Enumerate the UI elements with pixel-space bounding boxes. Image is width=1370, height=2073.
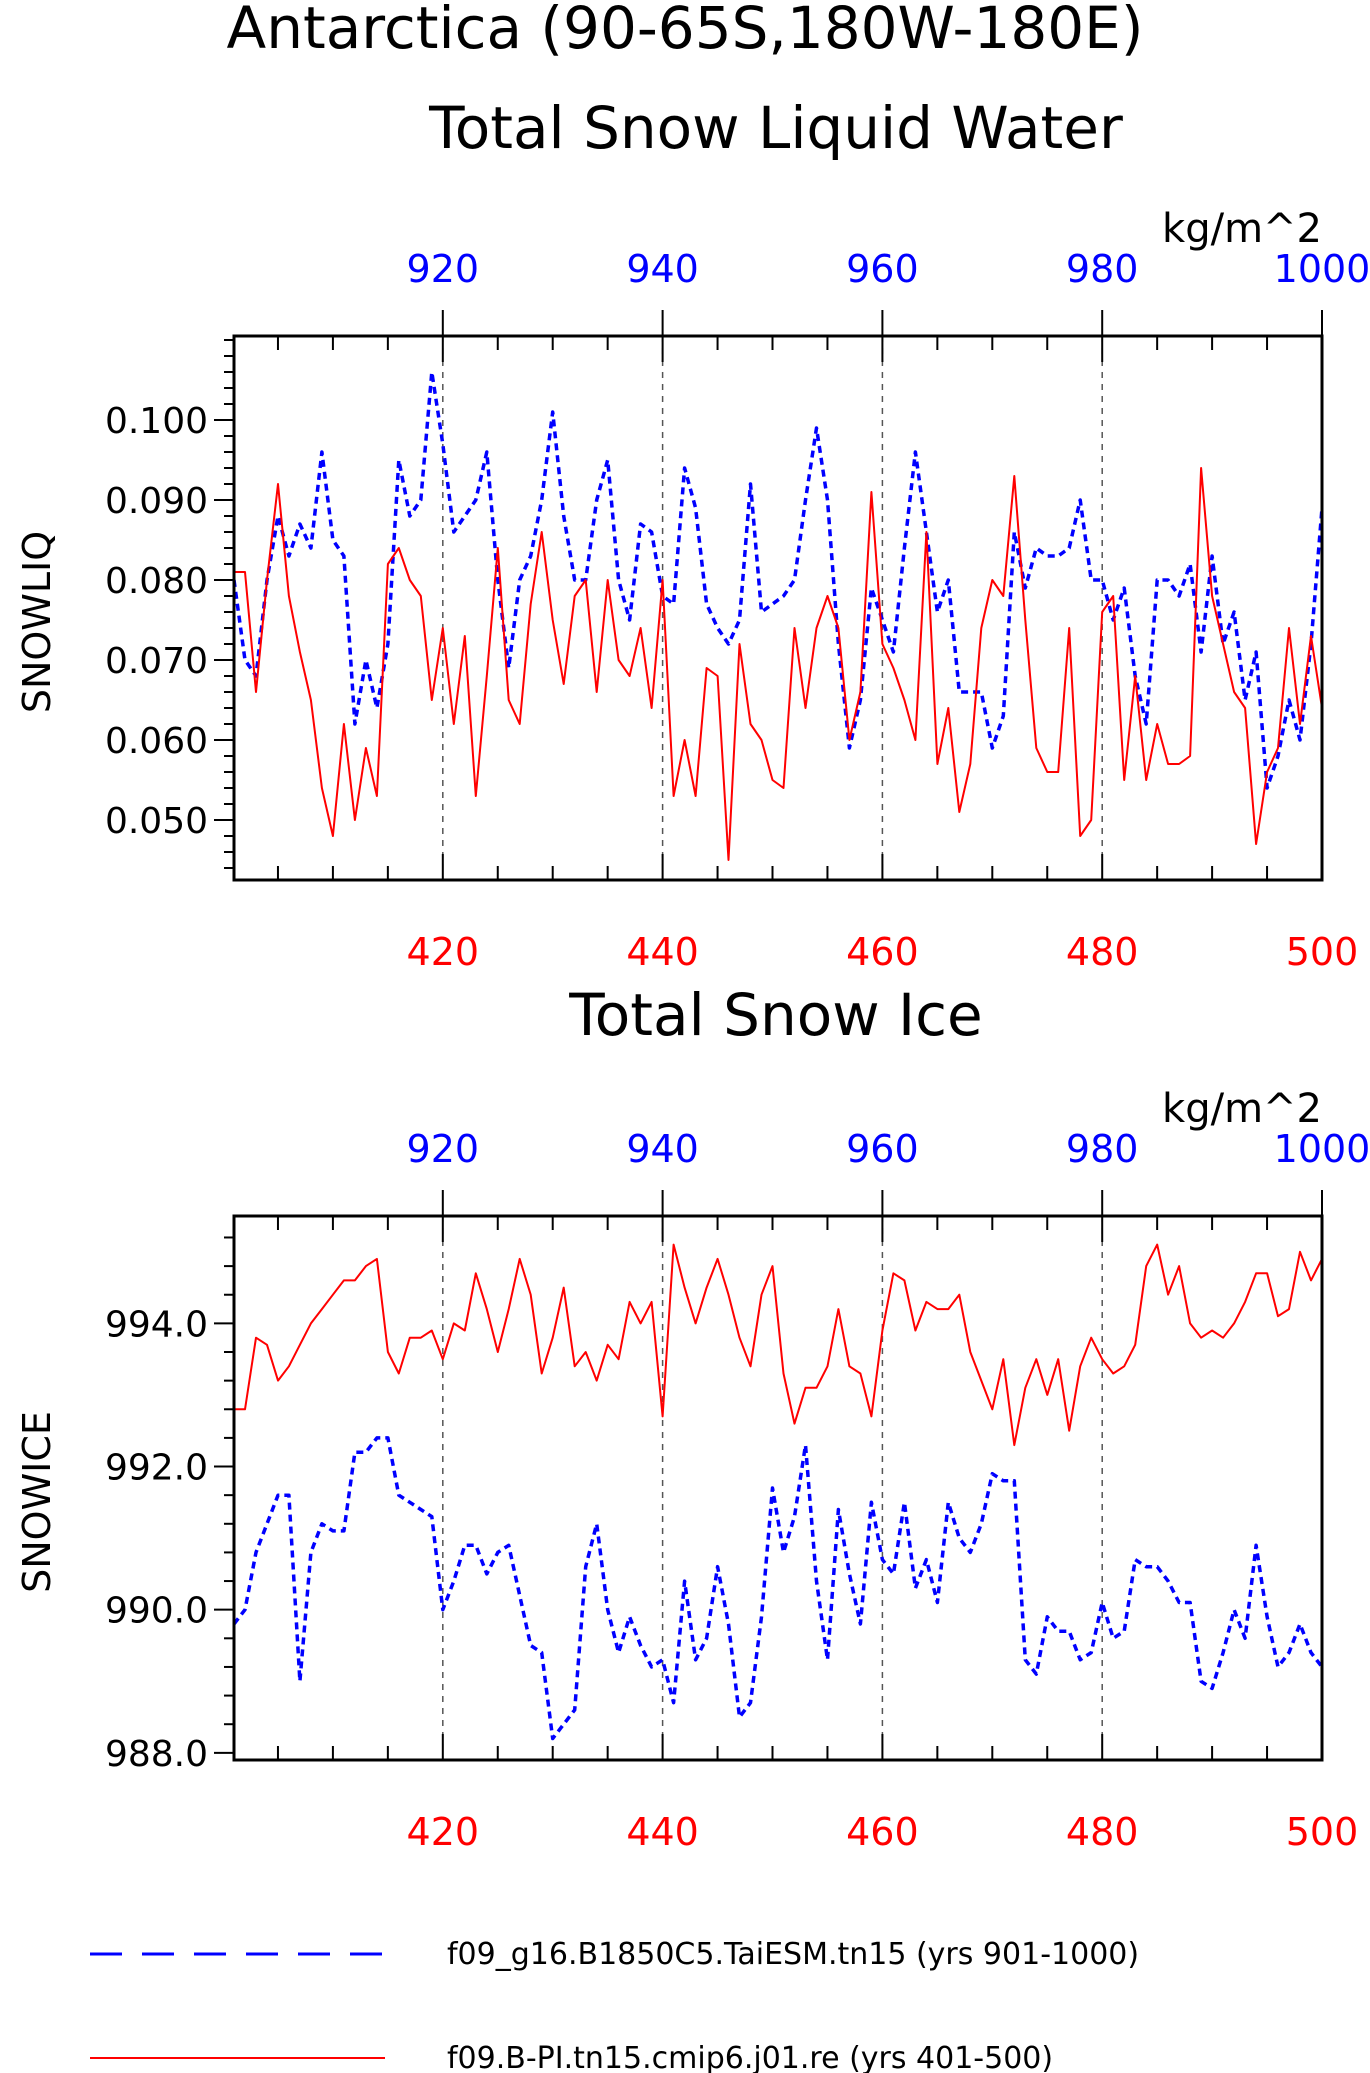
y-tick-label: 0.050 xyxy=(105,801,208,842)
y-axis-label: SNOWLIQ xyxy=(15,531,59,713)
x-top-tick-label: 1000 xyxy=(1274,1127,1370,1171)
x-top-tick-label: 920 xyxy=(407,1127,480,1171)
panel-title: Total Snow Liquid Water xyxy=(428,94,1123,162)
units-label: kg/m^2 xyxy=(1162,1086,1322,1132)
x-top-tick-label: 980 xyxy=(1066,247,1139,291)
series-line-model-a xyxy=(232,1436,1324,1741)
series-line-model-b xyxy=(234,1243,1323,1447)
y-tick-label: 990.0 xyxy=(105,1591,208,1632)
y-tick-label: 0.060 xyxy=(105,721,208,762)
x-top-tick-label: 980 xyxy=(1066,1127,1139,1171)
legend-label-model-b: f09.B-PI.tn15.cmip6.j01.re (yrs 401-500) xyxy=(447,2041,1053,2073)
x-bottom-tick-label: 480 xyxy=(1066,930,1139,974)
x-bottom-tick-label: 500 xyxy=(1286,1810,1359,1854)
y-tick-label: 992.0 xyxy=(105,1448,208,1489)
plot-frame xyxy=(232,334,1324,882)
x-bottom-tick-label: 460 xyxy=(846,930,919,974)
x-bottom-tick-label: 480 xyxy=(1066,1810,1139,1854)
series-line-model-b xyxy=(234,467,1323,861)
x-bottom-tick-label: 500 xyxy=(1286,930,1359,974)
plot-frame xyxy=(232,1214,1324,1762)
legend: f09_g16.B1850C5.TaiESM.tn15 (yrs 901-100… xyxy=(90,1937,1139,2073)
y-tick-label: 994.0 xyxy=(105,1304,208,1345)
x-bottom-tick-label: 420 xyxy=(407,1810,480,1854)
x-top-tick-label: 960 xyxy=(846,247,919,291)
y-tick-label: 0.070 xyxy=(105,641,208,682)
figure-title: Antarctica (90-65S,180W-180E) xyxy=(227,0,1144,62)
y-tick-label: 0.080 xyxy=(105,561,208,602)
x-top-tick-label: 960 xyxy=(846,1127,919,1171)
x-top-tick-label: 940 xyxy=(626,247,699,291)
y-tick-label: 0.090 xyxy=(105,481,208,522)
x-bottom-tick-label: 460 xyxy=(846,1810,919,1854)
panel-snowliq: Total Snow Liquid Water kg/m^2 SNOWLIQ 420 4… xyxy=(15,94,1370,974)
units-label: kg/m^2 xyxy=(1162,206,1322,252)
panel-snowice: Total Snow Ice kg/m^2 SNOWICE 420 440 460 480 5… xyxy=(15,981,1370,1854)
y-axis-label: SNOWICE xyxy=(15,1411,59,1593)
y-tick-label: 988.0 xyxy=(105,1734,208,1775)
x-bottom-tick-label: 440 xyxy=(626,930,699,974)
x-top-tick-label: 940 xyxy=(626,1127,699,1171)
x-top-tick-label: 920 xyxy=(407,247,480,291)
legend-label-model-a: f09_g16.B1850C5.TaiESM.tn15 (yrs 901-100… xyxy=(447,1937,1139,1972)
x-bottom-tick-label: 420 xyxy=(407,930,480,974)
y-tick-label: 0.100 xyxy=(105,401,208,442)
x-bottom-tick-label: 440 xyxy=(626,1810,699,1854)
series-line-model-a xyxy=(232,370,1324,790)
x-top-tick-label: 1000 xyxy=(1274,247,1370,291)
panel-title: Total Snow Ice xyxy=(568,981,983,1049)
